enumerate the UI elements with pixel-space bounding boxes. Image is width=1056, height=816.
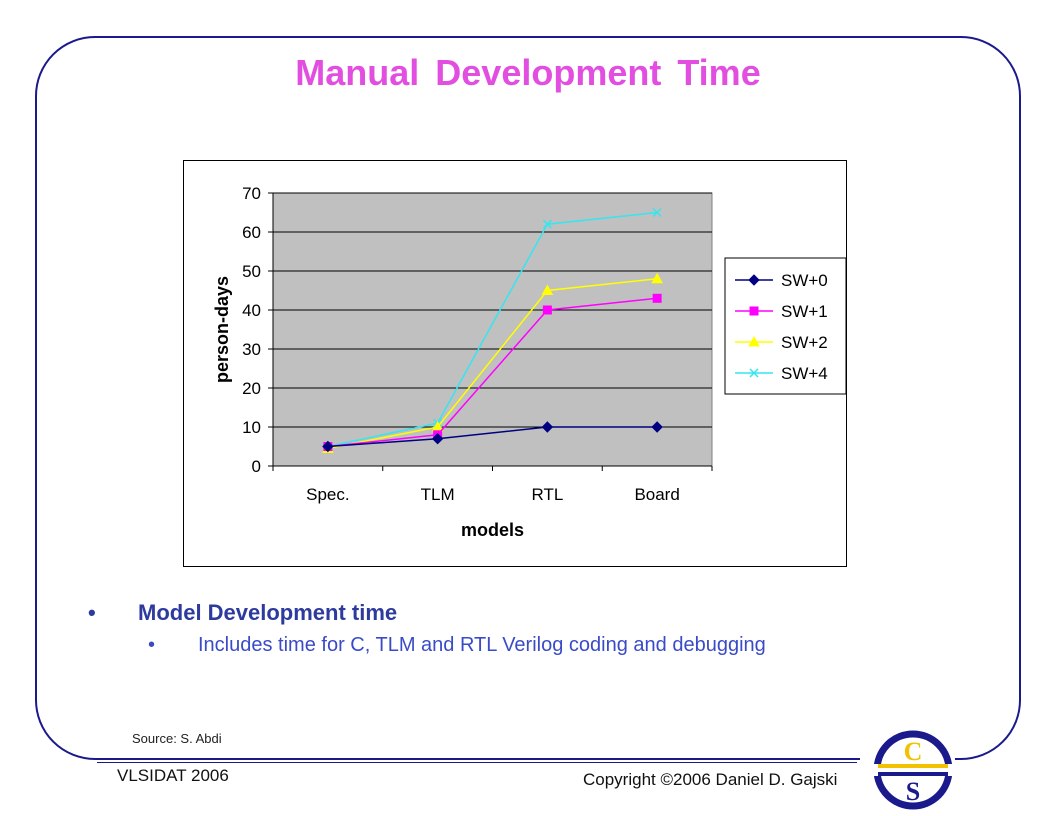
legend-marker-sw-4: [749, 368, 759, 378]
data-point-sw-0: [541, 421, 554, 433]
logo-letter-s: S: [906, 777, 920, 806]
legend-label-sw-0: SW+0: [781, 271, 828, 290]
y-tick-label: 70: [242, 184, 261, 203]
data-point-sw-2: [541, 284, 554, 295]
data-point-sw-1: [542, 305, 552, 315]
footer-left: VLSIDAT 2006: [117, 766, 229, 785]
x-tick-label: TLM: [421, 485, 455, 504]
chart-container: 0 10 20 30 40 50 60 70 Spec. TLM RTL Board models per…: [183, 160, 847, 567]
slide-title: Manual Development Time: [295, 52, 761, 93]
cecs-logo-icon: C S: [868, 730, 958, 810]
y-tick-label: 0: [252, 457, 261, 476]
y-tick-label: 10: [242, 418, 261, 437]
footer-copyright: Copyright ©2006 Daniel D. Gajski: [583, 770, 838, 789]
series-line-sw-1: [327, 297, 658, 448]
y-tick-label: 50: [242, 262, 261, 281]
data-point-sw-0: [651, 421, 663, 433]
legend-marker-sw-2: [748, 335, 760, 347]
series-line-sw-4: [327, 211, 658, 448]
bullet-dot: •: [88, 600, 96, 625]
data-point-sw-4: [542, 219, 552, 229]
legend-label-sw-2: SW+2: [781, 333, 828, 352]
plot-area: [272, 192, 713, 467]
x-tick-label: RTL: [531, 485, 563, 504]
legend-label-sw-4: SW+4: [781, 364, 828, 383]
data-point-sw-4: [652, 207, 662, 218]
slide-frame: [35, 36, 1021, 760]
y-axis-title: person-days: [212, 276, 232, 383]
data-point-sw-0: [322, 440, 334, 453]
series-line-sw-2: [327, 278, 658, 450]
x-tick-label: Spec.: [306, 485, 349, 504]
data-point-sw-2: [651, 272, 663, 284]
data-point-sw-1: [652, 293, 662, 303]
data-point-sw-0: [431, 432, 444, 445]
x-tick-label: Board: [634, 485, 679, 504]
legend-marker-sw-0: [748, 274, 760, 286]
logo-letter-c1: C: [904, 737, 923, 766]
legend-marker-sw-1: [749, 306, 759, 316]
source-note: Source: S. Abdi: [132, 731, 222, 746]
footer-rule: [97, 762, 857, 763]
bullet-sub-text: Includes time for C, TLM and RTL Verilog…: [198, 634, 766, 656]
y-tick-label: 20: [242, 379, 261, 398]
y-tick-label: 60: [242, 223, 261, 242]
bullet-main-text: Model Development time: [138, 600, 398, 625]
bullet-dot: •: [148, 634, 156, 656]
y-tick-label: 30: [242, 340, 261, 359]
line-chart: 0 10 20 30 40 50 60 70 Spec. TLM RTL Board models per…: [212, 184, 846, 540]
y-tick-label: 40: [242, 301, 261, 320]
x-axis-title: models: [461, 520, 524, 540]
legend-label-sw-1: SW+1: [781, 302, 828, 321]
series-line-sw-0: [327, 426, 658, 448]
